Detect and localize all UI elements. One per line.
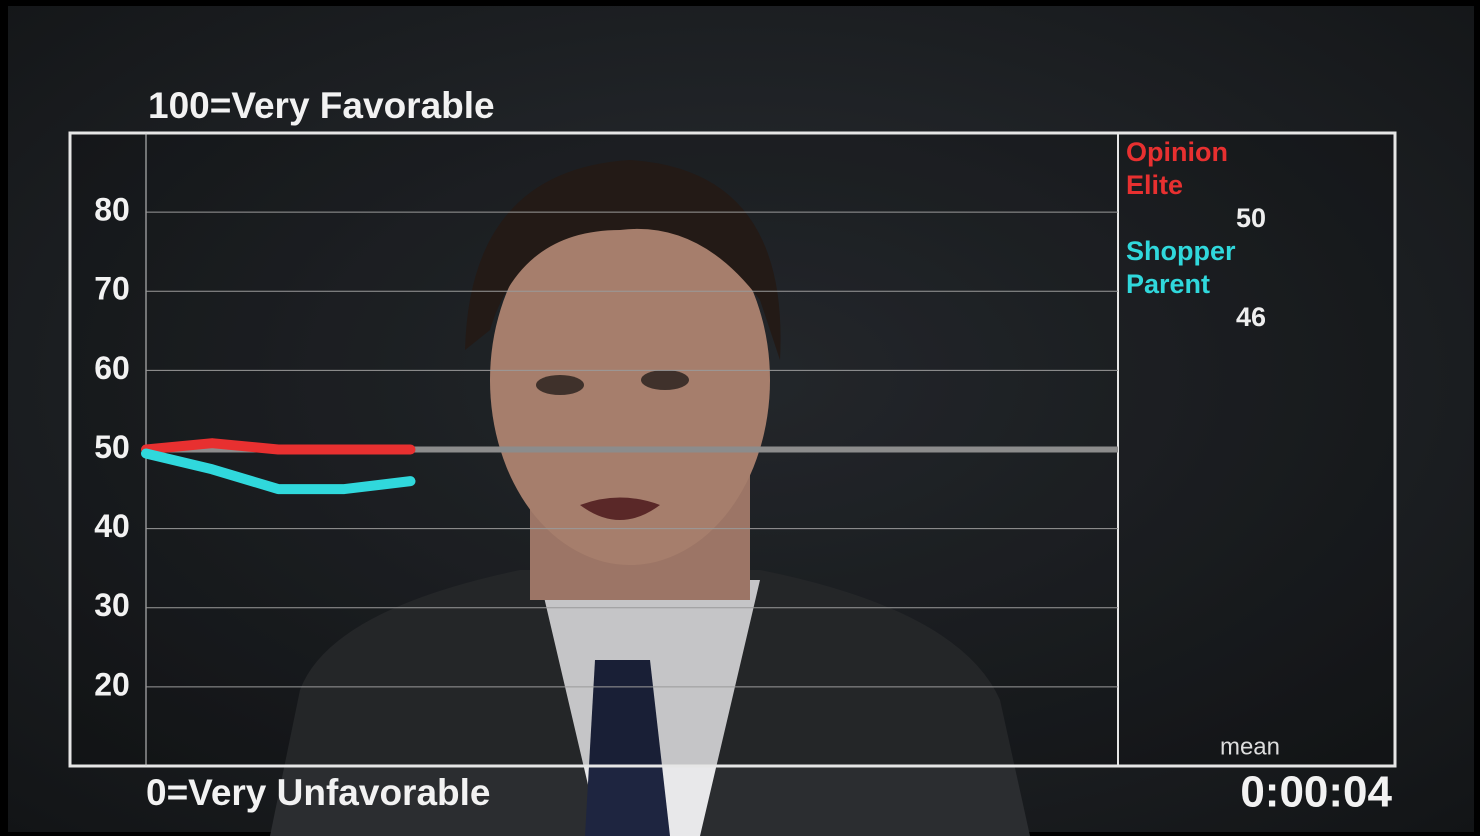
presenter [270, 160, 1030, 836]
y-tick-label: 40 [94, 508, 130, 544]
y-tick-label: 60 [94, 350, 130, 386]
legend-mean: 50 [1236, 203, 1267, 233]
y-tick-label: 20 [94, 666, 130, 702]
timer: 0:00:04 [1240, 768, 1392, 817]
legend-caption: mean [1220, 733, 1280, 760]
y-tick-label: 80 [94, 192, 130, 228]
y-tick-label: 30 [94, 587, 130, 623]
y-tick-label: 50 [94, 429, 130, 465]
legend-entry: Shopper Parent [1126, 236, 1236, 299]
legend-mean: 46 [1236, 302, 1267, 332]
y-tick-label: 70 [94, 271, 130, 307]
legend: Opinion Elite 50 Shopper Parent 46 [1126, 136, 1386, 334]
chart-title: 100=Very Favorable [148, 85, 495, 126]
legend-entry: Opinion Elite [1126, 137, 1228, 200]
series-line [141, 438, 416, 455]
series-line [141, 448, 416, 495]
chart-subtitle: 0=Very Unfavorable [146, 772, 491, 813]
